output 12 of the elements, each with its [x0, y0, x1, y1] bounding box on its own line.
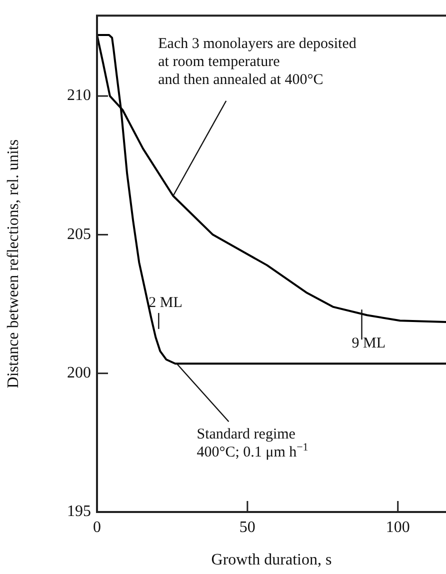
x-axis-title: Growth duration, s	[211, 552, 332, 569]
y-tick-label: 195	[67, 503, 91, 520]
y-tick-label: 205	[67, 226, 91, 243]
annotation: 2 ML	[148, 294, 182, 311]
x-tick-label: 0	[93, 518, 101, 536]
y-axis-title: Distance between reflections, rel. units	[4, 139, 22, 388]
x-tick-label: 50	[239, 518, 256, 536]
annotation: 9 ML	[352, 336, 386, 352]
annotation: Each 3 monolayers are deposited at room temperature and then annealed at 400°C	[158, 36, 357, 88]
y-tick-label: 200	[67, 364, 91, 382]
y-tick-label: 210	[67, 87, 91, 104]
x-tick-label: 100	[386, 518, 410, 536]
